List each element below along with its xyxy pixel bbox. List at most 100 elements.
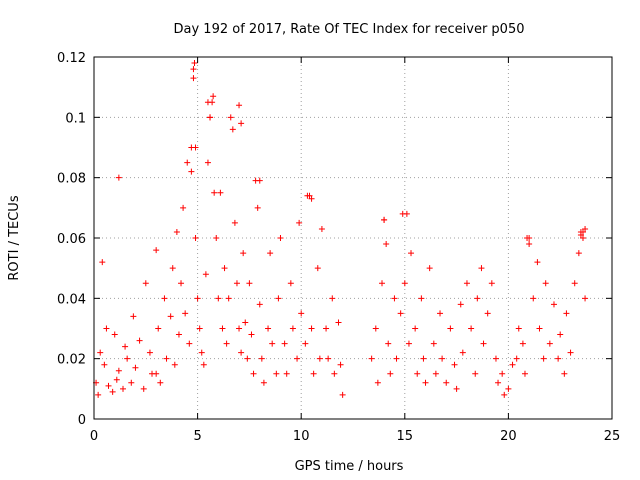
data-point (381, 216, 388, 223)
data-point (478, 265, 485, 272)
data-point (198, 349, 205, 356)
data-point (192, 144, 199, 151)
data-point (405, 340, 412, 347)
data-point (289, 325, 296, 332)
data-point (302, 340, 309, 347)
data-point (546, 340, 553, 347)
data-point (430, 340, 437, 347)
data-point (318, 225, 325, 232)
data-point (283, 370, 290, 377)
data-point (414, 370, 421, 377)
data-point (509, 361, 516, 368)
data-point (171, 361, 178, 368)
data-point (530, 295, 537, 302)
data-point (383, 241, 390, 248)
data-point (231, 219, 238, 226)
data-point (385, 340, 392, 347)
data-point (221, 265, 228, 272)
x-tick-label: 5 (193, 429, 201, 444)
data-point (124, 355, 131, 362)
data-point (308, 195, 315, 202)
data-point (534, 259, 541, 266)
x-tick-label: 15 (397, 429, 414, 444)
data-point (136, 337, 143, 344)
data-point (540, 355, 547, 362)
data-point (146, 349, 153, 356)
data-point (499, 370, 506, 377)
data-point (294, 355, 301, 362)
data-point (401, 280, 408, 287)
data-point (236, 102, 243, 109)
data-point (526, 241, 533, 248)
data-point (200, 361, 207, 368)
data-point (105, 382, 112, 389)
data-point (225, 295, 232, 302)
data-point (577, 231, 584, 238)
data-point (101, 361, 108, 368)
data-point (463, 280, 470, 287)
data-point (519, 340, 526, 347)
data-point (287, 280, 294, 287)
data-point (260, 379, 267, 386)
data-point (472, 370, 479, 377)
data-point (391, 295, 398, 302)
data-point (439, 355, 446, 362)
data-point (459, 349, 466, 356)
data-point (331, 370, 338, 377)
data-point (240, 250, 247, 257)
grid-lines (94, 57, 612, 419)
data-point (561, 370, 568, 377)
data-point (579, 228, 586, 235)
chart-title: Day 192 of 2017, Rate Of TEC Index for r… (174, 22, 525, 37)
data-point (422, 379, 429, 386)
y-tick-label: 0.06 (57, 232, 86, 247)
y-tick-label: 0.02 (57, 353, 86, 368)
data-point (202, 271, 209, 278)
data-point (248, 331, 255, 338)
data-point (451, 361, 458, 368)
data-point (550, 301, 557, 308)
data-point (501, 391, 508, 398)
data-point (180, 204, 187, 211)
x-tick-label: 20 (500, 429, 517, 444)
data-point (265, 325, 272, 332)
data-point (196, 325, 203, 332)
data-point (153, 247, 160, 254)
data-point (555, 355, 562, 362)
data-point (368, 355, 375, 362)
data-point (310, 370, 317, 377)
data-point (153, 370, 160, 377)
data-point (122, 343, 129, 350)
data-point (155, 325, 162, 332)
data-point (219, 325, 226, 332)
data-point (184, 159, 191, 166)
data-point (250, 370, 257, 377)
data-point (178, 280, 185, 287)
data-point (437, 310, 444, 317)
data-point (238, 349, 245, 356)
data-point (495, 379, 502, 386)
data-point (128, 379, 135, 386)
data-point (236, 325, 243, 332)
data-point (418, 295, 425, 302)
data-point (515, 325, 522, 332)
data-point (277, 235, 284, 241)
data-point (207, 114, 214, 121)
data-point (314, 265, 321, 272)
data-point (267, 250, 274, 257)
y-tick-label: 0 (78, 413, 86, 428)
data-point (542, 280, 549, 287)
data-point (190, 75, 197, 82)
data-point (238, 120, 245, 127)
data-point (374, 379, 381, 386)
data-point (571, 280, 578, 287)
data-point (109, 388, 116, 395)
data-point (256, 301, 263, 308)
data-point (563, 310, 570, 317)
data-point (258, 355, 265, 362)
data-point (161, 295, 168, 302)
data-point (339, 391, 346, 398)
data-point (186, 340, 193, 347)
data-point (217, 189, 224, 196)
